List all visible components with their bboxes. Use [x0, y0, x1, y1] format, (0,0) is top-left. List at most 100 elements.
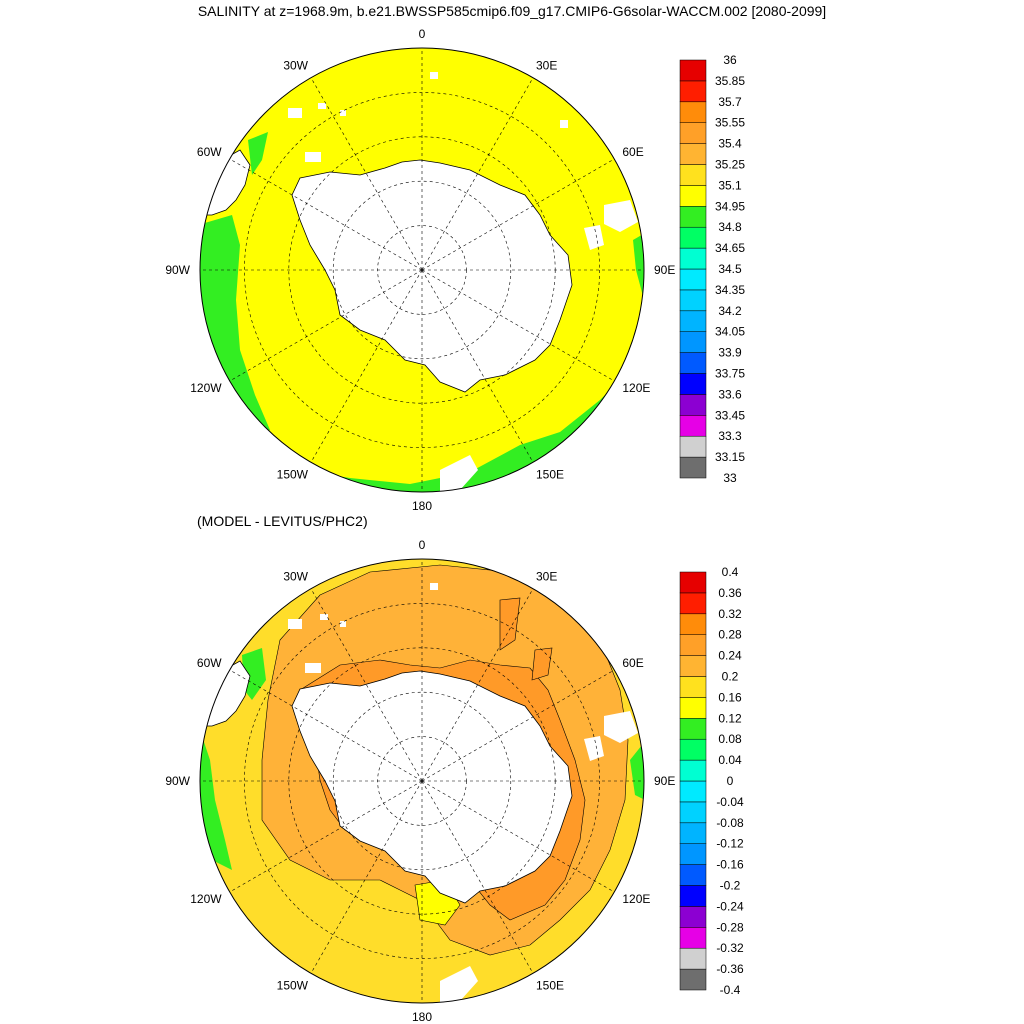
salinity-colorbar-swatch	[679, 352, 707, 374]
difference-colorbar-swatch	[679, 885, 707, 907]
difference-green-west	[200, 730, 232, 870]
difference-longitude-label: 90E	[654, 774, 675, 788]
salinity-colorbar-swatch	[679, 331, 707, 353]
difference-nodata-speck	[430, 583, 438, 590]
difference-colorbar-swatch	[679, 927, 707, 949]
difference-colorbar-label: -0.04	[716, 795, 744, 809]
salinity-colorbar-label: 33.9	[718, 346, 742, 360]
difference-antarctica-land	[291, 670, 573, 904]
difference-colorbar-label: 0.2	[722, 670, 739, 684]
salinity-green-patch-east	[633, 230, 644, 300]
difference-colorbar-label: 0	[727, 774, 734, 788]
salinity-colorbar-swatch	[679, 143, 707, 165]
difference-green-peninsula	[242, 648, 266, 700]
salinity-nodata-patch-east2	[584, 225, 604, 250]
difference-nodata-patch-east2	[584, 736, 604, 761]
difference-longitude-label: 60W	[197, 656, 222, 670]
difference-meridian	[229, 669, 423, 782]
difference-nodata-speck	[320, 614, 328, 620]
salinity-colorbar-swatch	[679, 185, 707, 207]
salinity-colorbar-label: 34.5	[718, 262, 742, 276]
difference-green-east	[630, 745, 644, 800]
salinity-longitude-label: 30E	[536, 59, 557, 73]
difference-colorbar-label: -0.4	[720, 983, 741, 997]
salinity-colorbar-label: 33.45	[715, 408, 745, 422]
difference-colorbar-swatch	[679, 864, 707, 886]
difference-graticule	[200, 559, 644, 1003]
difference-longitude-label: 60E	[622, 656, 643, 670]
difference-colorbar-label: -0.24	[716, 899, 744, 913]
salinity-longitude-label: 120E	[622, 381, 650, 395]
salinity-colorbar-label: 35.25	[715, 158, 745, 172]
salinity-colorbar-label: 34.95	[715, 199, 745, 213]
difference-nodata-patch-east	[604, 711, 638, 743]
salinity-nodata-speck	[560, 120, 568, 128]
salinity-colorbar-swatch	[679, 80, 707, 103]
salinity-longitude-label: 90W	[165, 263, 190, 277]
salinity-latitude-circle	[332, 180, 512, 360]
salinity-meridian	[421, 77, 534, 271]
salinity-longitude-label: 30W	[283, 59, 308, 73]
difference-colorbar-label: -0.08	[716, 816, 744, 830]
salinity-nodata-patch-east	[604, 200, 638, 232]
difference-colorbar-swatch	[679, 697, 707, 719]
salinity-colorbar-label: 35.1	[718, 178, 742, 192]
salinity-nodata-speck	[305, 152, 321, 162]
difference-colorbar-label: 0.08	[718, 732, 742, 746]
difference-longitude-label: 150E	[536, 978, 564, 992]
salinity-colorbar-label: 35.85	[715, 74, 745, 88]
salinity-longitude-label: 150E	[536, 467, 564, 481]
salinity-longitude-label: 60E	[622, 145, 643, 159]
difference-colorbar-label: 0.28	[718, 628, 742, 642]
difference-meridian	[310, 780, 423, 974]
salinity-antarctica-land	[291, 159, 573, 393]
salinity-meridian	[310, 269, 423, 463]
salinity-colorbar-swatch	[679, 394, 707, 416]
salinity-meridian	[421, 269, 615, 382]
difference-nodata-speck	[340, 621, 346, 627]
salinity-longitude-label: 0	[419, 27, 426, 41]
salinity-longitude-label: 150W	[277, 467, 309, 481]
salinity-map: 0 30E 60E 90E 120E 150E 180 150W 120W 90W 60W 30W	[165, 27, 675, 513]
difference-colorbar-swatch	[679, 592, 707, 615]
difference-colorbar-label: 0.24	[718, 649, 742, 663]
difference-nodata-speck	[288, 619, 302, 629]
difference-colorbar: -0.4 -0.36 -0.32 -0.28 -0.24 -0.2 -0.16 -0.12 -0…	[679, 565, 744, 997]
difference-colorbar-label: -0.32	[716, 941, 744, 955]
salinity-meridian	[229, 269, 423, 382]
salinity-colorbar-label: 34.05	[715, 325, 745, 339]
salinity-longitude-label: 180	[412, 499, 432, 513]
difference-meridian	[421, 669, 615, 782]
difference-colorbar-swatch	[679, 801, 707, 824]
salinity-colorbar-swatch	[679, 164, 707, 186]
salinity-latitude-circle	[244, 92, 600, 448]
difference-longitude-labels: 0 30E 60E 90E 120E 150E 180 150W 120W 90W 60W 30W	[165, 538, 675, 1024]
difference-longitude-label: 150W	[277, 978, 309, 992]
salinity-graticule	[200, 48, 644, 492]
difference-colorbar-label: 0.16	[718, 690, 742, 704]
difference-colorbar-label: 0.04	[718, 753, 742, 767]
salinity-colorbar-label: 35.4	[718, 137, 742, 151]
salinity-south-white-patch	[440, 455, 478, 492]
difference-longitude-label: 30W	[283, 570, 308, 584]
difference-colorbar-swatch	[679, 613, 707, 635]
salinity-colorbar: 33 33.15 33.3 33.45 33.6 33.75 33.9 34.05 34.2 34…	[679, 53, 745, 485]
difference-colorbar-label: -0.2	[720, 879, 741, 893]
difference-colorbar-swatch	[679, 676, 707, 698]
difference-colorbar-swatch	[679, 968, 707, 991]
difference-colorbar-swatch	[679, 738, 707, 761]
difference-meridian	[421, 780, 534, 974]
salinity-colorbar-swatch	[679, 289, 707, 312]
difference-colorbar-swatch	[679, 759, 707, 782]
salinity-longitude-label: 90E	[654, 263, 675, 277]
salinity-colorbar-label: 34.8	[718, 220, 742, 234]
salinity-colorbar-label: 34.35	[715, 283, 745, 297]
salinity-map-border	[199, 47, 645, 493]
salinity-colorbar-label: 34.65	[715, 241, 745, 255]
difference-colorbar-swatch	[679, 718, 707, 740]
difference-longitude-label: 120E	[622, 892, 650, 906]
difference-orange-band-east	[499, 597, 521, 651]
difference-colorbar-swatch	[679, 634, 707, 656]
difference-longitude-label: 180	[412, 1010, 432, 1024]
